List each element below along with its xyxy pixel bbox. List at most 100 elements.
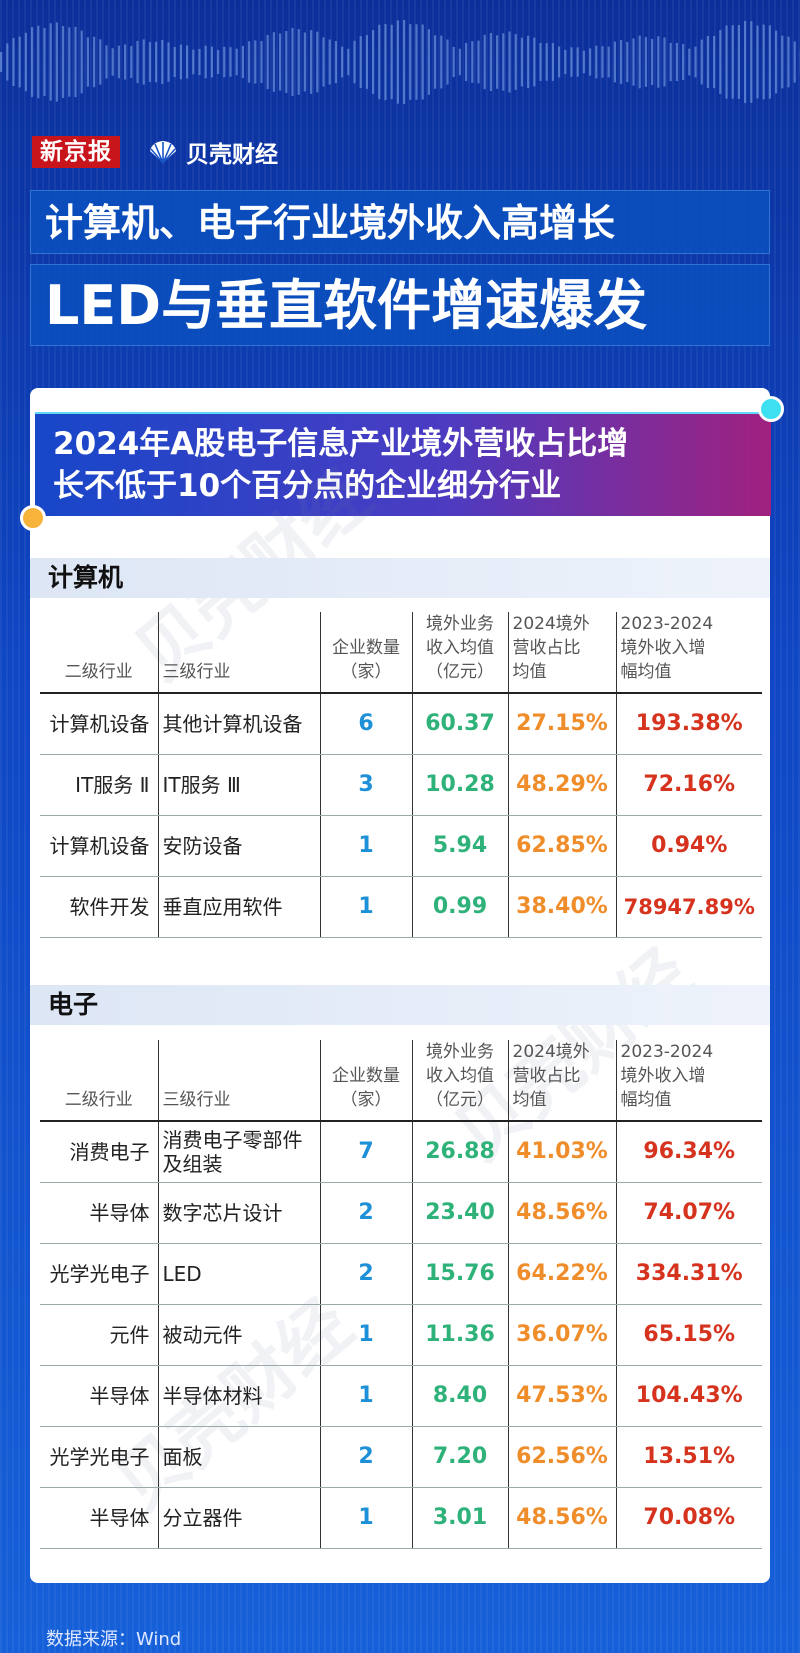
wave-bar xyxy=(421,24,424,100)
wave-bar xyxy=(117,45,120,79)
wave-bar xyxy=(99,39,102,85)
table-row: 光学光电子 面板 2 7.20 62.56% 13.51% xyxy=(40,1426,762,1488)
table-header-row: 二级行业 三级行业 企业数量 （家） 境外业务 收入均值 （亿元） 2024境外 营收占… xyxy=(40,1040,762,1122)
cell-count: 3 xyxy=(320,754,413,816)
cell-l3: 分立器件 xyxy=(158,1487,321,1549)
wave-bar xyxy=(74,26,77,98)
col-header-rev: 境外业务 收入均值 （亿元） xyxy=(412,1040,509,1122)
wave-bar xyxy=(148,42,151,82)
cell-share: 48.56% xyxy=(508,1182,617,1244)
wave-bar xyxy=(192,49,195,75)
wave-bar xyxy=(403,20,406,104)
wave-bar xyxy=(186,45,189,79)
cell-growth: 72.16% xyxy=(616,754,762,816)
wave-bar xyxy=(124,44,127,80)
col-header-growth-1: 2023-2024 xyxy=(620,614,714,634)
cell-l2: 半导体 xyxy=(40,1182,159,1244)
cell-share: 64.22% xyxy=(508,1243,617,1305)
wave-bar xyxy=(706,35,709,89)
cell-count: 1 xyxy=(320,1487,413,1549)
wave-bar xyxy=(564,49,567,75)
wave-bar xyxy=(409,24,412,100)
decor-dot-orange xyxy=(20,505,46,531)
col-header-count-2: （家） xyxy=(340,1090,392,1110)
wave-bar xyxy=(167,42,170,82)
wave-bar xyxy=(644,37,647,87)
wave-bar xyxy=(576,47,579,77)
cell-l2: 元件 xyxy=(40,1304,159,1366)
cell-l2: 光学光电子 xyxy=(40,1243,159,1305)
wave-bar xyxy=(489,32,492,92)
col-header-share-1: 2024境外 xyxy=(512,1042,590,1062)
wave-bar xyxy=(793,41,796,83)
cell-share: 36.07% xyxy=(508,1304,617,1366)
cell-growth: 96.34% xyxy=(616,1121,762,1183)
wave-bar xyxy=(248,41,251,83)
wave-bar xyxy=(496,35,499,89)
col-header-rev-2: 收入均值 xyxy=(426,638,494,658)
cell-growth: 70.08% xyxy=(616,1487,762,1549)
wave-bar xyxy=(607,46,610,78)
cell-l3: 垂直应用软件 xyxy=(158,876,321,938)
electronics-table: 二级行业 三级行业 企业数量 （家） 境外业务 收入均值 （亿元） 2024境外 营收占… xyxy=(40,1040,762,1549)
cell-l2: 半导体 xyxy=(40,1365,159,1427)
col-header-growth-2: 境外收入增 xyxy=(620,638,706,658)
cell-rev: 3.01 xyxy=(412,1487,509,1549)
cell-growth: 78947.89% xyxy=(616,876,762,938)
wave-bar xyxy=(756,25,759,99)
wave-bar xyxy=(725,25,728,99)
wave-bar xyxy=(477,40,480,84)
cell-count: 2 xyxy=(320,1182,413,1244)
wave-bar xyxy=(502,33,505,91)
wave-bar xyxy=(80,30,83,94)
brand-logos: 新京报 贝壳财经 xyxy=(32,136,278,168)
wave-bar xyxy=(775,30,778,94)
wave-bar xyxy=(483,34,486,90)
wave-bar xyxy=(198,48,201,76)
cell-rev: 11.36 xyxy=(412,1304,509,1366)
wave-bar xyxy=(713,35,716,89)
cell-l2: 软件开发 xyxy=(40,876,159,938)
cell-count: 1 xyxy=(320,876,413,938)
cell-l2: 消费电子 xyxy=(40,1121,159,1183)
wave-bar xyxy=(396,20,399,104)
cell-count: 1 xyxy=(320,1365,413,1427)
col-header-rev-3: （亿元） xyxy=(426,662,494,682)
cell-growth: 104.43% xyxy=(616,1365,762,1427)
cell-share: 27.15% xyxy=(508,693,617,755)
wave-bar xyxy=(24,32,27,92)
col-header-rev-1: 境外业务 xyxy=(426,614,494,634)
wave-bar xyxy=(18,36,21,88)
wave-bar xyxy=(254,40,257,84)
col-header-l2: 二级行业 xyxy=(40,1040,159,1122)
wave-bar xyxy=(179,44,182,80)
cell-share: 47.53% xyxy=(508,1365,617,1427)
wave-bar xyxy=(173,46,176,78)
electronics-table-body: 消费电子 消费电子零部件及组装 7 26.88 41.03% 96.34% 半导体 数字芯片设… xyxy=(40,1121,762,1549)
table-row: 半导体 半导体材料 1 8.40 47.53% 104.43% xyxy=(40,1365,762,1427)
cell-share: 62.56% xyxy=(508,1426,617,1488)
wave-bar xyxy=(204,45,207,79)
wave-bar xyxy=(241,45,244,79)
wave-bar xyxy=(762,24,765,100)
cell-share: 41.03% xyxy=(508,1121,617,1183)
wave-bar xyxy=(353,40,356,84)
wave-bar xyxy=(452,46,455,78)
wave-bar xyxy=(558,46,561,78)
cell-rev: 26.88 xyxy=(412,1121,509,1183)
cell-l2: 计算机设备 xyxy=(40,693,159,755)
col-header-share-3: 均值 xyxy=(512,662,547,682)
subtitle-banner: 2024年A股电子信息产业境外营收占比增 长不低于10个百分点的企业细分行业 xyxy=(35,412,771,516)
col-header-share: 2024境外 营收占比 均值 xyxy=(508,612,617,694)
cell-l3: 安防设备 xyxy=(158,815,321,877)
wave-bar xyxy=(365,35,368,89)
wave-bar xyxy=(626,41,629,83)
cell-l2: IT服务 Ⅱ xyxy=(40,754,159,816)
cell-growth: 65.15% xyxy=(616,1304,762,1366)
table-row: 半导体 分立器件 1 3.01 48.56% 70.08% xyxy=(40,1487,762,1549)
col-header-growth: 2023-2024 境外收入增 幅均值 xyxy=(616,612,762,694)
cell-share: 38.40% xyxy=(508,876,617,938)
wave-bar xyxy=(458,48,461,76)
wave-bar xyxy=(520,37,523,87)
wave-bar xyxy=(768,25,771,99)
